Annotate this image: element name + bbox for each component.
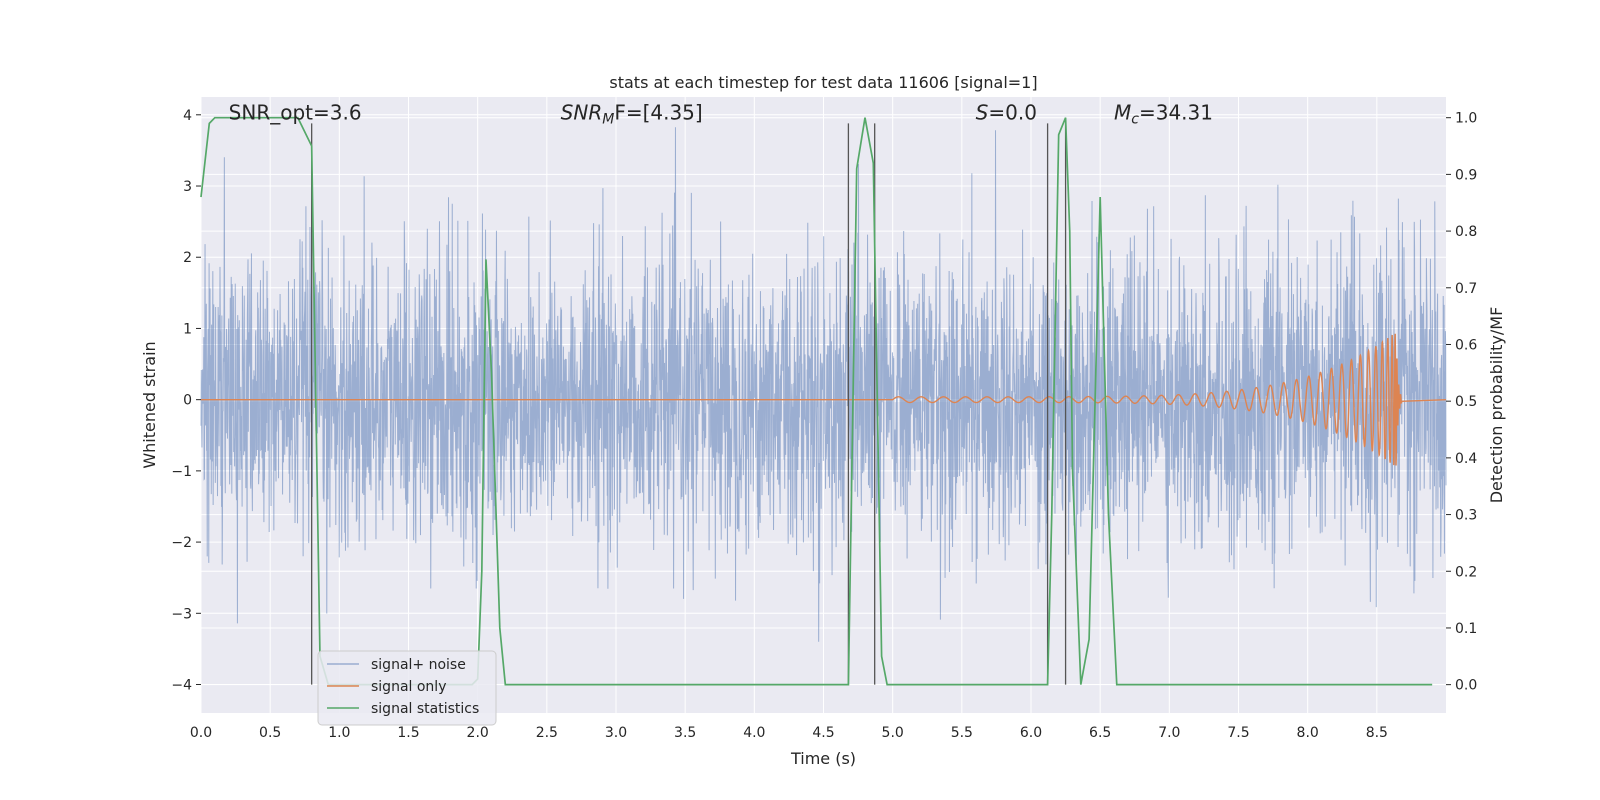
y-tick-label: −2 bbox=[171, 535, 192, 551]
x-tick-label: 5.0 bbox=[882, 725, 904, 741]
legend-label-signal-noise: signal+ noise bbox=[371, 657, 466, 673]
x-tick-label: 2.0 bbox=[467, 725, 489, 741]
y2-tick-label: 0.4 bbox=[1455, 451, 1477, 467]
signal-only-series bbox=[201, 333, 1447, 466]
x-axis-label: Time (s) bbox=[790, 749, 856, 768]
x-tick-label: 7.0 bbox=[1158, 725, 1180, 741]
annotations: SNR_opt=3.6 SNRMF=[4.35] S=0.0 Mc=34.31 bbox=[229, 101, 1213, 128]
y2-tick-label: 0.0 bbox=[1455, 678, 1477, 694]
x-tick-label: 3.5 bbox=[674, 725, 696, 741]
annotation-s-value: S=0.0 bbox=[976, 101, 1037, 125]
x-tick-label: 1.5 bbox=[397, 725, 419, 741]
y2-tick-label: 0.5 bbox=[1455, 394, 1477, 410]
signal-statistics-line bbox=[200, 116, 1433, 686]
legend: signal+ noise signal only signal statist… bbox=[317, 650, 497, 726]
x-tick-label: 0.0 bbox=[190, 725, 212, 741]
chart-title: stats at each timestep for test data 116… bbox=[609, 73, 1037, 92]
annotation-snr-mf: SNRMF=[4.35] bbox=[561, 101, 703, 128]
y-axis-label: Whitened strain bbox=[140, 341, 159, 468]
y-tick-label: −1 bbox=[171, 464, 192, 480]
x-tick-label: 8.5 bbox=[1366, 725, 1388, 741]
y-tick-label: 1 bbox=[183, 321, 192, 337]
x-tick-label: 0.5 bbox=[259, 725, 281, 741]
y2-tick-label: 0.2 bbox=[1455, 564, 1477, 580]
x-tick-label: 7.5 bbox=[1227, 725, 1249, 741]
x-tick-label: 5.5 bbox=[951, 725, 973, 741]
y2-tick-label: 0.6 bbox=[1455, 337, 1477, 353]
x-tick-label: 3.0 bbox=[605, 725, 627, 741]
y-tick-label: −4 bbox=[171, 678, 192, 694]
x-tick-label: 1.0 bbox=[328, 725, 350, 741]
y-tick-labels: −4 −3 −2 −1 0 1 2 3 4 bbox=[171, 108, 201, 694]
y-tick-label: 4 bbox=[183, 108, 192, 124]
annotation-snr-opt: SNR_opt=3.6 bbox=[229, 101, 362, 125]
y-tick-label: 3 bbox=[183, 179, 192, 195]
y2-tick-label: 0.8 bbox=[1455, 224, 1477, 240]
x-tick-label: 8.0 bbox=[1297, 725, 1319, 741]
signal-statistics-series bbox=[200, 116, 1433, 686]
y-tick-label: 0 bbox=[183, 393, 192, 409]
signal-only-line bbox=[201, 333, 1447, 466]
x-tick-label: 6.5 bbox=[1089, 725, 1111, 741]
x-tick-label: 4.5 bbox=[812, 725, 834, 741]
legend-label-signal-only: signal only bbox=[371, 679, 446, 695]
signal-noise-series bbox=[200, 127, 1447, 642]
y2-axis-label: Detection probability/MF bbox=[1487, 307, 1506, 504]
y2-tick-label: 0.3 bbox=[1455, 508, 1477, 524]
y2-tick-label: 0.7 bbox=[1455, 281, 1477, 297]
y-tick-label: 2 bbox=[183, 250, 192, 266]
y2-tick-label: 1.0 bbox=[1455, 111, 1477, 127]
legend-box bbox=[317, 650, 497, 726]
signal-noise-line bbox=[200, 127, 1447, 642]
x-tick-labels: 0.0 0.5 1.0 1.5 2.0 2.5 3.0 3.5 4.0 4.5 5.0 5.5 6.0 6… bbox=[190, 725, 1388, 741]
x-tick-label: 6.0 bbox=[1020, 725, 1042, 741]
legend-label-signal-statistics: signal statistics bbox=[371, 701, 479, 717]
x-tick-label: 2.5 bbox=[536, 725, 558, 741]
annotation-chirp-mass: Mc=34.31 bbox=[1114, 101, 1213, 128]
y2-tick-label: 0.9 bbox=[1455, 167, 1477, 183]
y2-tick-label: 0.1 bbox=[1455, 621, 1477, 637]
x-tick-label: 4.0 bbox=[743, 725, 765, 741]
y-tick-label: −3 bbox=[171, 606, 192, 622]
y2-tick-labels: 0.0 0.1 0.2 0.3 0.4 0.5 0.6 0.7 0.8 0.9 1.0 bbox=[1446, 111, 1477, 694]
